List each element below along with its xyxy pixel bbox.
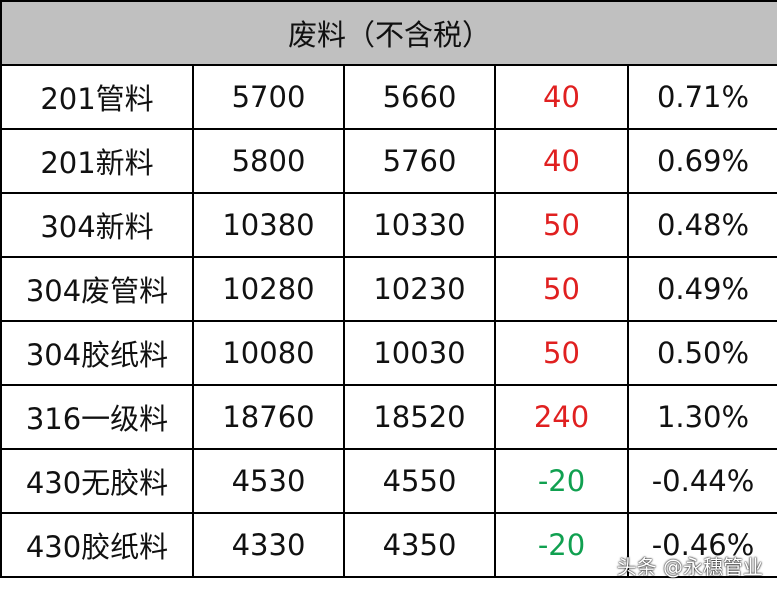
table-title: 废料（不含税） (0, 0, 777, 66)
material-name: 430胶纸料 (0, 512, 194, 578)
price-change: 50 (494, 320, 629, 386)
price-current: 10080 (192, 320, 345, 386)
material-name: 304废管料 (0, 256, 194, 322)
table-row: 430无胶料 4530 4550 -20 -0.44% (0, 448, 777, 514)
price-previous: 18520 (343, 384, 496, 450)
material-name: 430无胶料 (0, 448, 194, 514)
change-percent: 0.49% (626, 256, 777, 322)
price-previous: 10330 (343, 192, 496, 258)
table-row: 430胶纸料 4330 4350 -20 -0.46% (0, 512, 777, 578)
material-name: 201新料 (0, 128, 194, 194)
price-current: 10380 (192, 192, 345, 258)
price-previous: 4350 (343, 512, 496, 578)
price-previous: 10230 (343, 256, 496, 322)
change-percent: -0.44% (626, 448, 777, 514)
price-previous: 10030 (343, 320, 496, 386)
price-previous: 5760 (343, 128, 496, 194)
table-row: 304胶纸料 10080 10030 50 0.50% (0, 320, 777, 386)
price-current: 4330 (192, 512, 345, 578)
price-change: 50 (494, 192, 629, 258)
price-current: 4530 (192, 448, 345, 514)
price-change: 50 (494, 256, 629, 322)
price-previous: 4550 (343, 448, 496, 514)
change-percent: 1.30% (626, 384, 777, 450)
table-row: 201管料 5700 5660 40 0.71% (0, 64, 777, 130)
material-name: 316一级料 (0, 384, 194, 450)
change-percent: 0.69% (626, 128, 777, 194)
price-change: 240 (494, 384, 629, 450)
change-percent: 0.50% (626, 320, 777, 386)
price-current: 5700 (192, 64, 345, 130)
material-name: 304胶纸料 (0, 320, 194, 386)
price-change: 40 (494, 64, 629, 130)
price-current: 5800 (192, 128, 345, 194)
price-current: 18760 (192, 384, 345, 450)
material-name: 304新料 (0, 192, 194, 258)
table-row: 304废管料 10280 10230 50 0.49% (0, 256, 777, 322)
table-header-row: 废料（不含税） (0, 0, 777, 66)
material-name: 201管料 (0, 64, 194, 130)
price-table: 废料（不含税） 201管料 5700 5660 40 0.71% 201新料 5800 576… (0, 0, 777, 578)
table-row: 201新料 5800 5760 40 0.69% (0, 128, 777, 194)
change-percent: -0.46% (626, 512, 777, 578)
price-previous: 5660 (343, 64, 496, 130)
change-percent: 0.71% (626, 64, 777, 130)
price-change: -20 (494, 512, 629, 578)
price-current: 10280 (192, 256, 345, 322)
table-row: 316一级料 18760 18520 240 1.30% (0, 384, 777, 450)
table-row: 304新料 10380 10330 50 0.48% (0, 192, 777, 258)
watermark: 头条 @永穗管业 (616, 555, 763, 579)
price-change: 40 (494, 128, 629, 194)
price-change: -20 (494, 448, 629, 514)
change-percent: 0.48% (626, 192, 777, 258)
